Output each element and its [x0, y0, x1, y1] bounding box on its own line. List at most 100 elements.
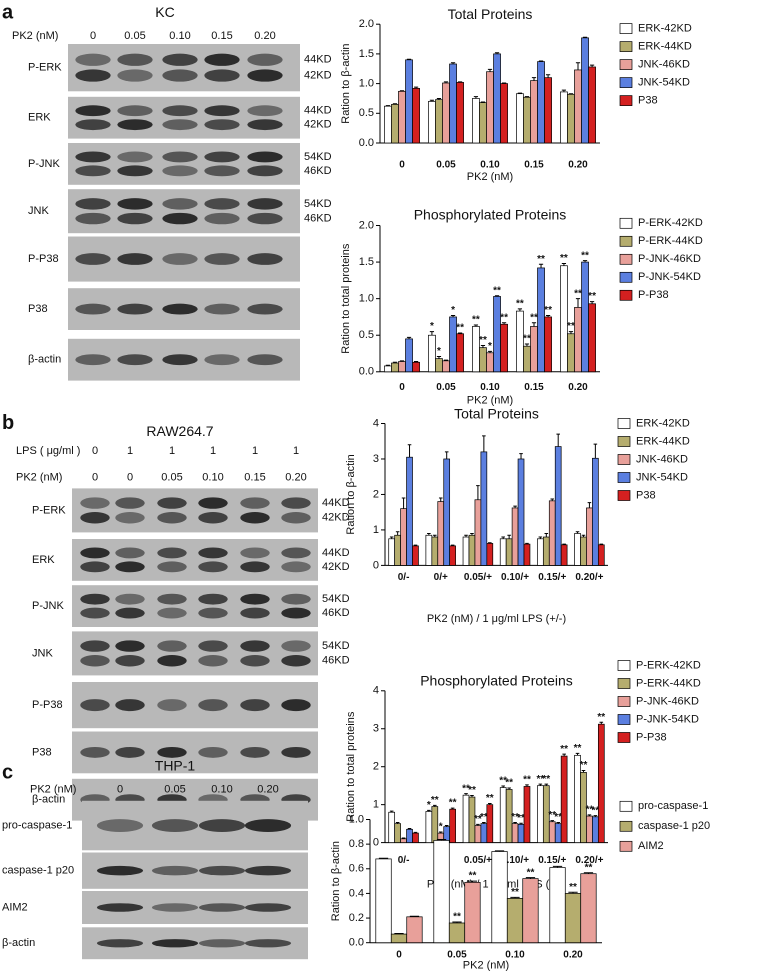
- significance: **: [574, 288, 582, 299]
- error-bar: [480, 344, 486, 348]
- error-bar: [443, 81, 449, 84]
- lane-label: 0.20: [285, 471, 306, 483]
- blot-title: THP-1: [155, 757, 196, 773]
- error-bar: [378, 857, 389, 859]
- significance: **: [569, 882, 577, 893]
- band: [117, 119, 153, 131]
- size-label: 54KD: [322, 640, 350, 652]
- bar: [472, 326, 480, 373]
- legend-swatch: [619, 840, 633, 852]
- bar: [437, 501, 445, 566]
- band: [115, 640, 145, 652]
- bar: [511, 823, 519, 843]
- band: [115, 655, 145, 667]
- x-tick-label: 0/+: [434, 572, 448, 583]
- significance: *: [488, 341, 492, 352]
- bar: [530, 326, 538, 373]
- bar: [479, 102, 487, 144]
- band: [117, 151, 153, 163]
- error-bar: [457, 81, 463, 83]
- band: [75, 354, 111, 366]
- error-bar: [450, 807, 455, 810]
- y-axis-label: Ration to β-actin: [340, 43, 352, 123]
- band: [162, 53, 198, 66]
- error-bar: [575, 62, 581, 70]
- bar: [560, 544, 568, 566]
- legend-swatch: [617, 732, 631, 743]
- error-bar: [575, 298, 581, 308]
- bar: [480, 451, 488, 566]
- size-label: 46KD: [304, 212, 332, 224]
- error-bar: [427, 809, 431, 812]
- band: [204, 212, 240, 225]
- bar: [391, 362, 399, 373]
- bar: [564, 893, 582, 944]
- legend-label: P-JNK-46KD: [638, 253, 701, 265]
- error-bar: [545, 314, 551, 317]
- error-bar: [494, 850, 505, 852]
- band: [117, 212, 153, 225]
- x-tick-label: 0.20: [563, 949, 583, 960]
- error-bar: [519, 453, 523, 459]
- bar: [597, 544, 605, 566]
- y-tick-label: 0.0: [359, 366, 374, 378]
- lane-label: 0.05: [161, 471, 182, 483]
- error-bar: [473, 96, 479, 99]
- bar: [442, 360, 450, 373]
- blot-title: KC: [155, 4, 174, 20]
- bar: [462, 536, 470, 566]
- x-tick-label: 0.05/+: [464, 572, 492, 583]
- row-label: ERK: [32, 554, 55, 566]
- error-bar: [450, 62, 456, 64]
- error-bar: [538, 263, 544, 268]
- band: [240, 655, 270, 667]
- band: [247, 354, 283, 366]
- band: [198, 819, 246, 832]
- row-label: P38: [28, 303, 48, 315]
- band: [240, 512, 270, 524]
- row-label: P-P38: [28, 253, 59, 265]
- error-bar: [525, 542, 529, 545]
- error-bar: [501, 785, 505, 788]
- error-bar: [531, 322, 537, 327]
- size-label: 44KD: [304, 54, 332, 66]
- band: [198, 903, 246, 912]
- band: [204, 151, 240, 163]
- blot-title: RAW264.7: [146, 423, 213, 439]
- x-tick-label: 0: [396, 949, 402, 960]
- bar: [581, 37, 589, 144]
- bar: [433, 840, 450, 944]
- significance: **: [511, 812, 519, 823]
- chart-title: Phosphorylated Proteins: [420, 673, 573, 689]
- size-label: 44KD: [322, 497, 350, 509]
- error-bar: [531, 77, 537, 81]
- size-label: 44KD: [304, 105, 332, 117]
- band: [247, 69, 283, 82]
- band: [247, 53, 283, 66]
- size-label: 42KD: [304, 119, 332, 131]
- bar: [412, 88, 420, 144]
- bar: [428, 334, 436, 373]
- x-tick-label: 0.15/+: [538, 855, 566, 866]
- size-label: 42KD: [322, 561, 350, 573]
- error-bar: [494, 295, 500, 297]
- band: [117, 198, 153, 210]
- error-bar: [444, 451, 449, 459]
- bar: [474, 825, 482, 843]
- band: [117, 69, 153, 82]
- bar: [493, 53, 501, 144]
- band: [162, 212, 198, 225]
- legend-label: P-P38: [638, 289, 669, 301]
- significance: **: [537, 254, 545, 265]
- band: [75, 69, 111, 82]
- bar: [412, 832, 419, 843]
- error-bar: [433, 534, 437, 538]
- band: [281, 655, 311, 667]
- x-tick-label: 0: [399, 382, 405, 393]
- bar: [592, 457, 599, 566]
- error-bar: [467, 880, 478, 883]
- bar: [391, 104, 399, 144]
- bar: [400, 508, 407, 566]
- error-bar: [407, 828, 412, 830]
- error-bar: [501, 322, 507, 325]
